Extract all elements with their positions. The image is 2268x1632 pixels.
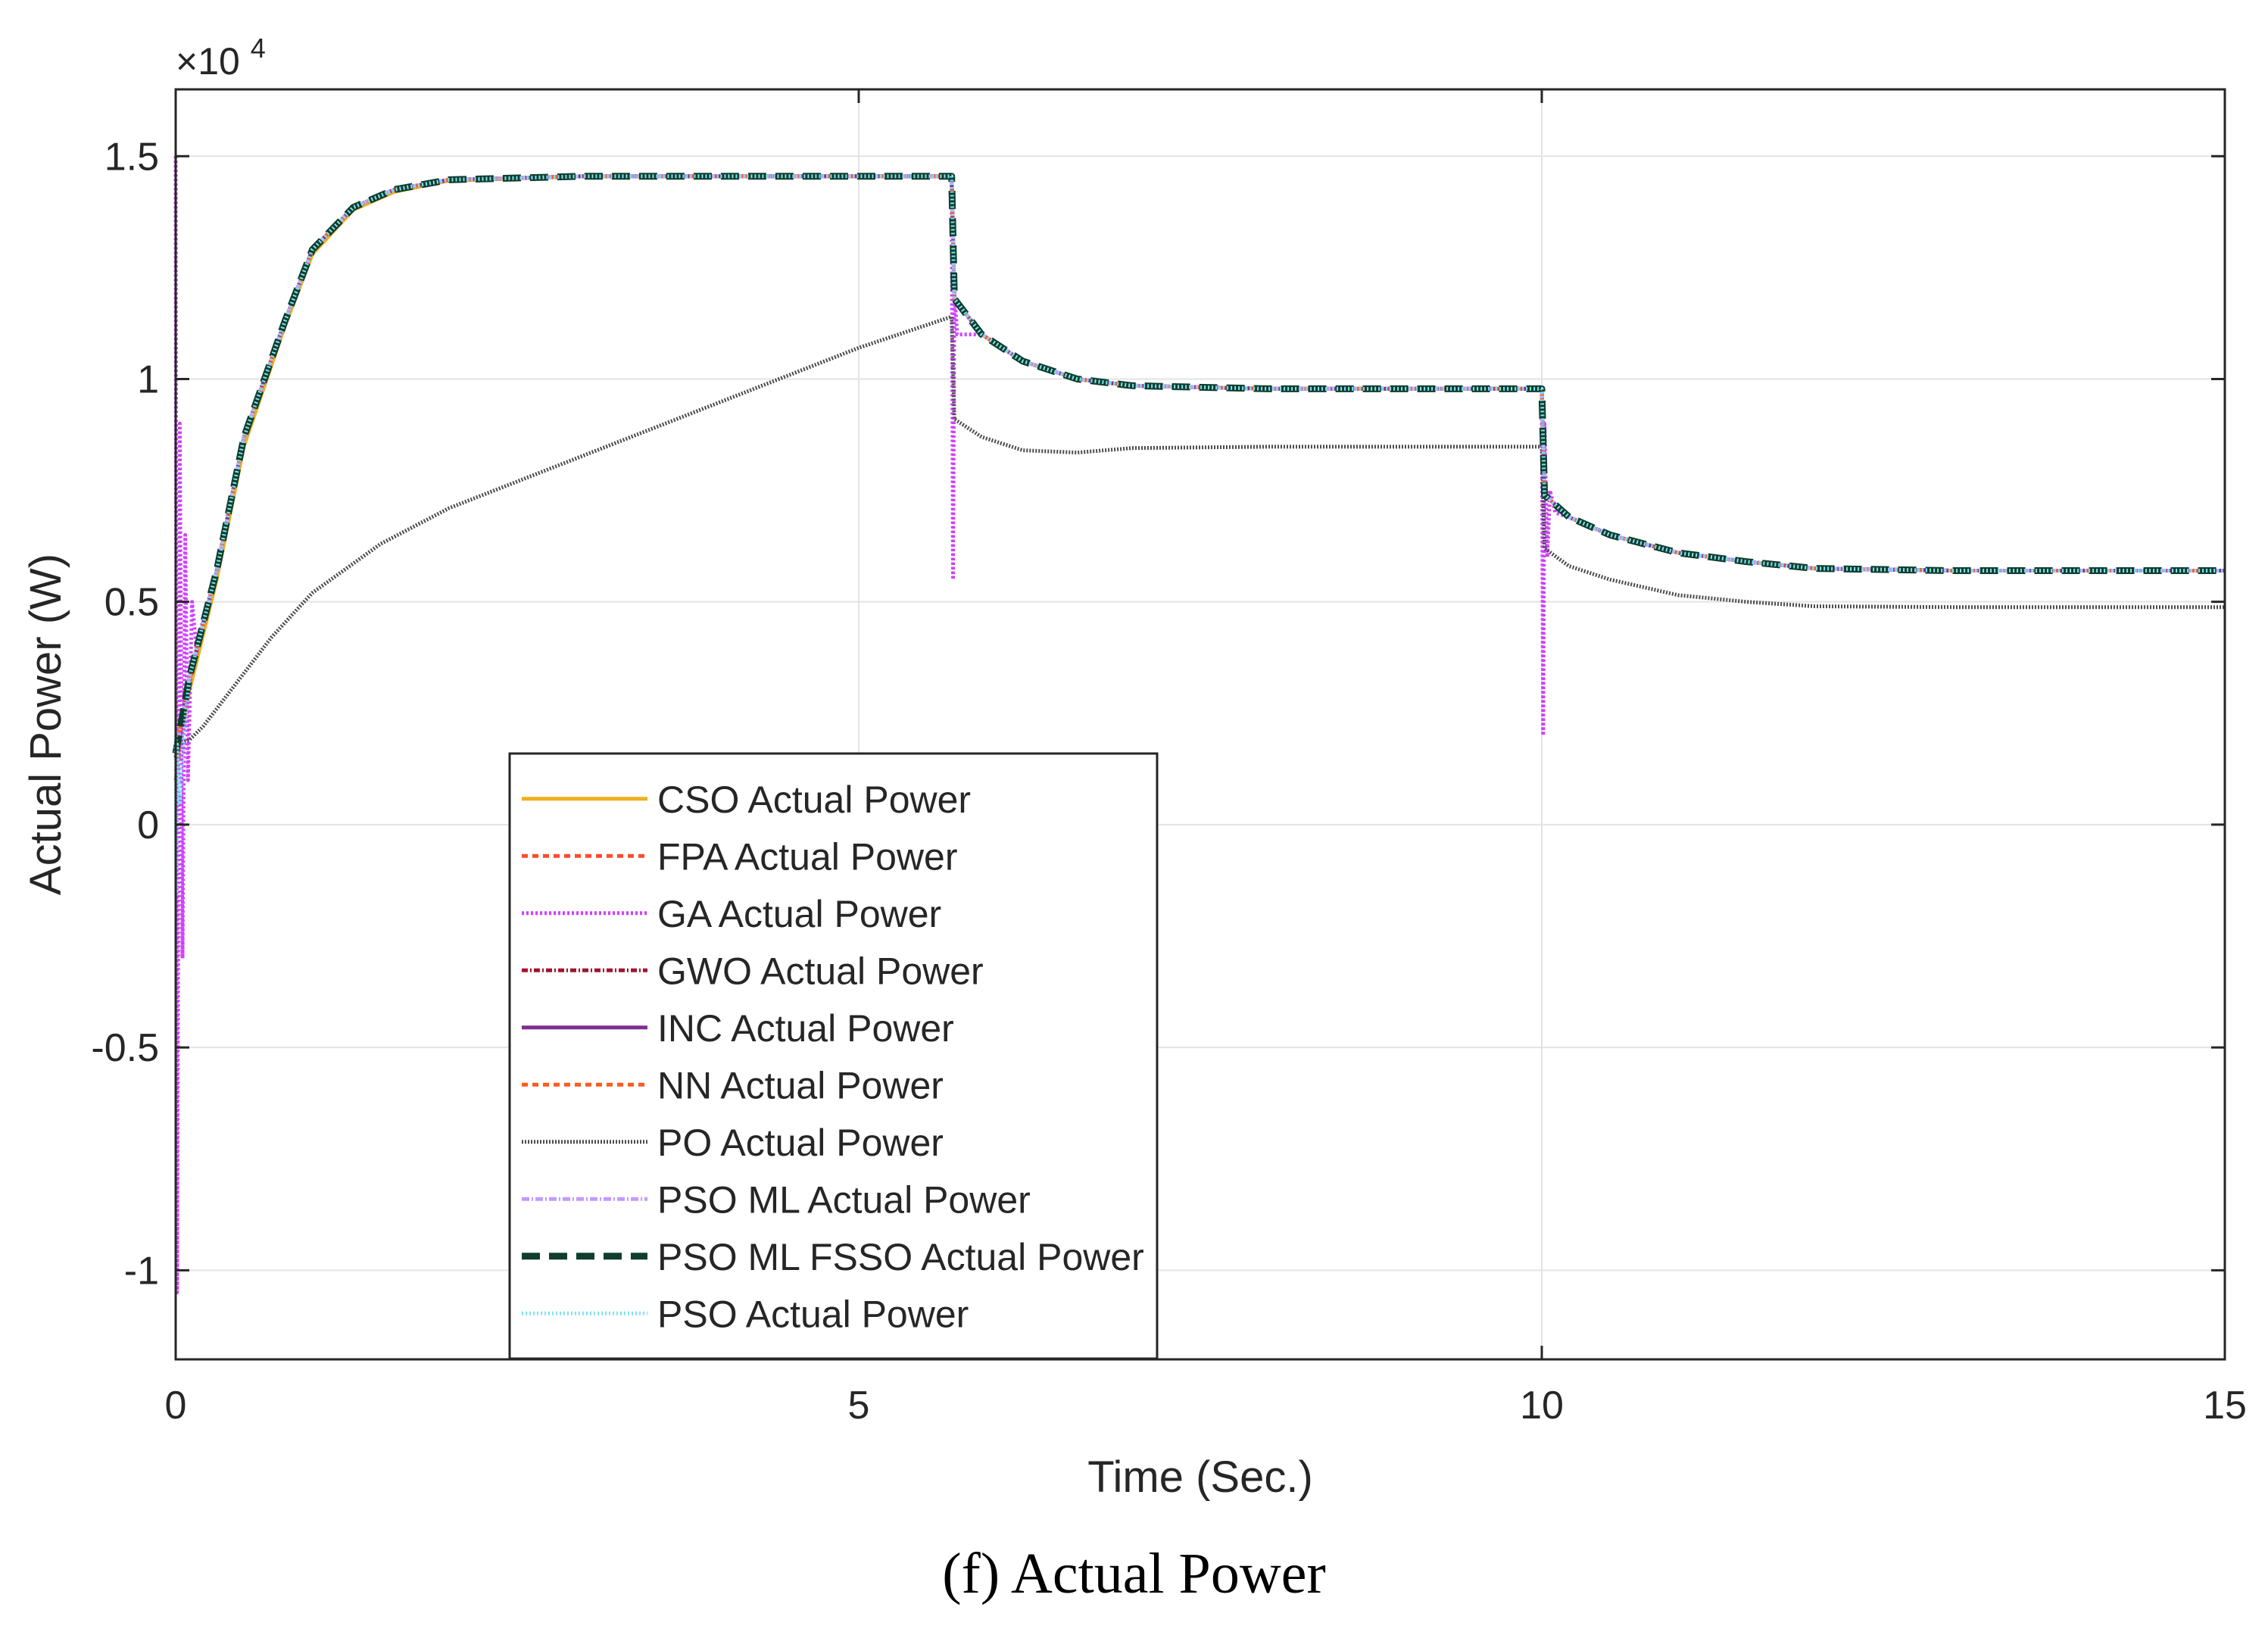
x-tick-label: 15 [2203,1384,2247,1428]
legend-label: PO Actual Power [657,1122,944,1164]
caption-close: ) [980,1542,1000,1605]
y-tick-label: 1 [137,357,159,401]
series-line-pso-ml-fsso-actual-power [172,173,2225,754]
axis-ticks: 0 5 10 15 -1 -0.5 0 0.5 1 1.5 [91,89,2247,1428]
x-tick-label: 10 [1520,1384,1564,1428]
y-tick-label: -0.5 [91,1026,159,1070]
y-exponent-base: ×10 [176,40,240,83]
caption-text: Actual Power [1000,1542,1326,1605]
x-tick-label: 0 [165,1384,187,1428]
y-tick-label: 1.5 [105,135,159,179]
legend-label: FPA Actual Power [657,835,957,878]
legend-label: NN Actual Power [657,1064,944,1106]
y-tick-label: -1 [124,1249,159,1293]
x-tick-label: 5 [848,1384,870,1428]
figure-caption: (f) Actual Power [0,1541,2268,1607]
legend-label: GA Actual Power [657,893,941,935]
series-line-pso-actual-power [173,174,2225,894]
y-tick-label: 0.5 [105,581,159,625]
y-exponent-label: ×10 4 [176,33,266,83]
legend-label: PSO ML Actual Power [657,1178,1031,1221]
actual-power-chart: 0 5 10 15 -1 -0.5 0 0.5 1 1.5 CSO Actual Power FPA… [21,33,2247,1502]
x-axis-label: Time (Sec.) [1087,1453,1313,1502]
legend: CSO Actual Power FPA Actual Power GA Actua… [508,752,1159,1360]
plot-frame [174,88,2226,1361]
legend-label: PSO ML FSSO Actual Power [657,1236,1144,1278]
y-axis-label: Actual Power (W) [21,554,70,895]
legend-label: CSO Actual Power [657,779,971,821]
legend-label: PSO Actual Power [657,1293,969,1335]
y-exponent-power: 4 [251,33,266,64]
legend-label: GWO Actual Power [657,950,984,992]
caption-open: (f [942,1542,981,1605]
legend-label: INC Actual Power [657,1007,954,1050]
y-tick-label: 0 [137,804,159,847]
series-layer [172,156,2225,1295]
plot-area [176,89,2225,1359]
